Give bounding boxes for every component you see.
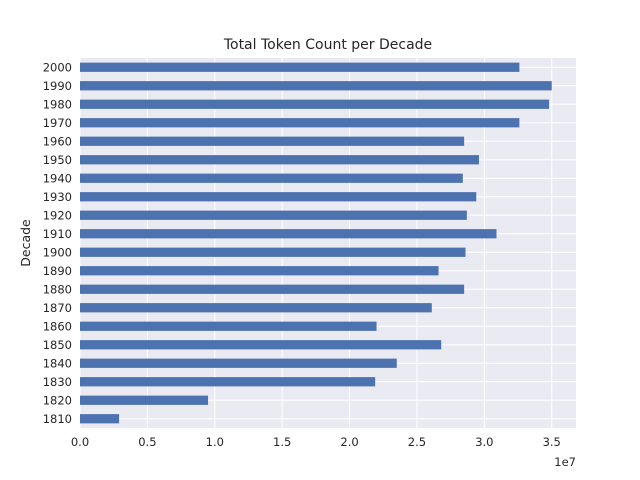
bar-1910: [80, 229, 497, 239]
bar-1830: [80, 377, 376, 387]
bar-1840: [80, 358, 397, 368]
y-axis-ticks: 1810 1820 1830 1840 1850 1860 1870 1880 1890 1900…: [43, 60, 72, 426]
bar-1920: [80, 210, 467, 220]
x-tick-label: 0.5: [138, 435, 156, 449]
bar-1870: [80, 303, 432, 313]
bar-1990: [80, 81, 552, 91]
bar-1960: [80, 136, 465, 146]
x-tick-label: 0.0: [71, 435, 89, 449]
x-axis-offset-label: 1e7: [554, 455, 576, 469]
x-tick-label: 1.0: [206, 435, 224, 449]
bar-1980: [80, 99, 550, 109]
y-tick-label: 1930: [43, 190, 72, 204]
y-tick-label: 1810: [43, 412, 72, 426]
bar-1890: [80, 266, 439, 276]
x-tick-label: 2.0: [340, 435, 358, 449]
bars-group: [80, 62, 552, 424]
bar-1930: [80, 192, 477, 202]
chart-title: Total Token Count per Decade: [223, 37, 432, 53]
bar-1810: [80, 414, 120, 424]
x-tick-label: 1.5: [273, 435, 291, 449]
y-tick-label: 1840: [43, 356, 72, 370]
bar-1880: [80, 284, 465, 294]
y-tick-label: 1950: [43, 153, 72, 167]
plot-background: [80, 58, 576, 428]
y-tick-label: 1940: [43, 171, 72, 185]
y-axis-label: Decade: [18, 219, 33, 267]
y-tick-label: 1870: [43, 301, 72, 315]
y-tick-label: 1860: [43, 319, 72, 333]
bar-1940: [80, 173, 463, 183]
bar-2000: [80, 62, 520, 72]
x-tick-label: 3.5: [543, 435, 561, 449]
x-axis-ticks: 0.0 0.5 1.0 1.5 2.0 2.5 3.0 3.5: [71, 435, 561, 449]
y-tick-label: 1920: [43, 208, 72, 222]
x-tick-label: 3.0: [475, 435, 493, 449]
y-tick-label: 1980: [43, 97, 72, 111]
bar-1900: [80, 247, 466, 257]
y-tick-label: 1970: [43, 116, 72, 130]
y-tick-label: 1850: [43, 338, 72, 352]
y-tick-label: 1900: [43, 245, 72, 259]
y-tick-label: 1880: [43, 282, 72, 296]
y-tick-label: 1890: [43, 264, 72, 278]
x-tick-label: 2.5: [408, 435, 426, 449]
bar-1970: [80, 118, 520, 128]
y-tick-label: 1910: [43, 227, 72, 241]
bar-1950: [80, 155, 479, 165]
bar-1820: [80, 395, 209, 405]
y-tick-label: 2000: [43, 60, 72, 74]
y-tick-label: 1960: [43, 134, 72, 148]
y-tick-label: 1990: [43, 79, 72, 93]
y-tick-label: 1830: [43, 375, 72, 389]
bar-1860: [80, 321, 377, 331]
y-tick-label: 1820: [43, 393, 72, 407]
bar-1850: [80, 340, 442, 350]
